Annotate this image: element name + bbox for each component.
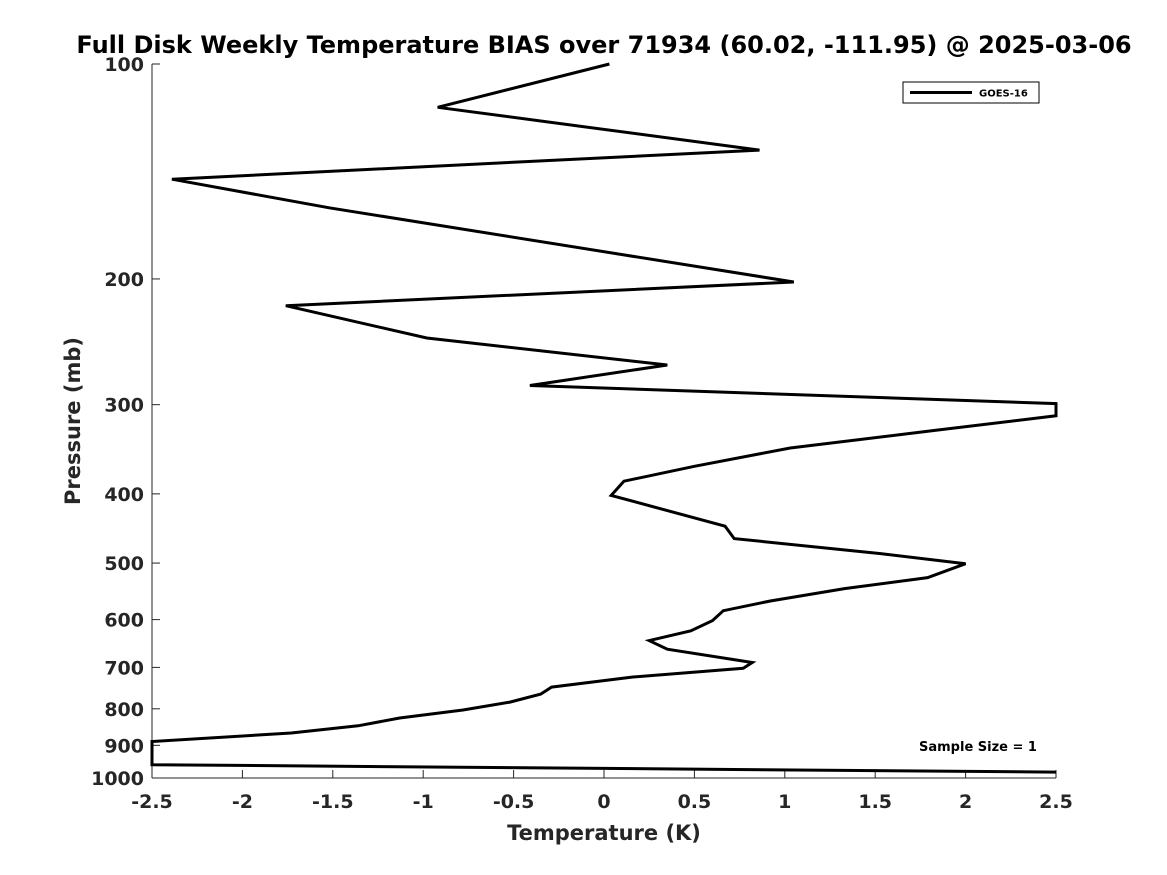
x-tick-label: -1.5	[312, 791, 354, 813]
x-axis-label: Temperature (K)	[507, 821, 701, 845]
legend-entry-goes-16: GOES-16	[979, 89, 1028, 100]
y-tick-label: 900	[104, 735, 144, 757]
x-tick-label: -2	[232, 791, 253, 813]
y-tick-label: 200	[104, 269, 144, 291]
y-tick-label: 1000	[91, 768, 144, 790]
y-tick-label: 500	[104, 553, 144, 575]
chart-title: Full Disk Weekly Temperature BIAS over 7…	[76, 31, 1131, 59]
y-axis-label: Pressure (mb)	[61, 337, 85, 505]
x-tick-label: -1	[413, 791, 434, 813]
x-tick-label: 1	[778, 791, 791, 813]
y-tick-label: 700	[104, 657, 144, 679]
y-tick-label: 300	[104, 395, 144, 417]
series-line-goes-16	[150, 62, 1058, 774]
x-tick-label: -2.5	[131, 791, 173, 813]
legend: GOES-16	[902, 81, 1040, 104]
series-layer	[150, 62, 1058, 774]
x-tick-label: 1.5	[858, 791, 892, 813]
sample-size-annotation: Sample Size = 1	[919, 740, 1037, 755]
x-tick-label: 0	[597, 791, 610, 813]
axes	[151, 64, 1056, 779]
x-tick-label: -0.5	[493, 791, 535, 813]
x-tick-label: 2	[959, 791, 972, 813]
y-tick-label: 800	[104, 699, 144, 721]
ticks: -2.5 -2 -1.5 -1 -0.5 0 0.5 1 1.5 2 2.5 100 200 300 400…	[91, 54, 1073, 813]
x-tick-label: 2.5	[1039, 791, 1073, 813]
x-tick-label: 0.5	[678, 791, 712, 813]
y-tick-label: 100	[104, 54, 144, 76]
y-tick-label: 600	[104, 610, 144, 632]
y-tick-label: 400	[104, 484, 144, 506]
